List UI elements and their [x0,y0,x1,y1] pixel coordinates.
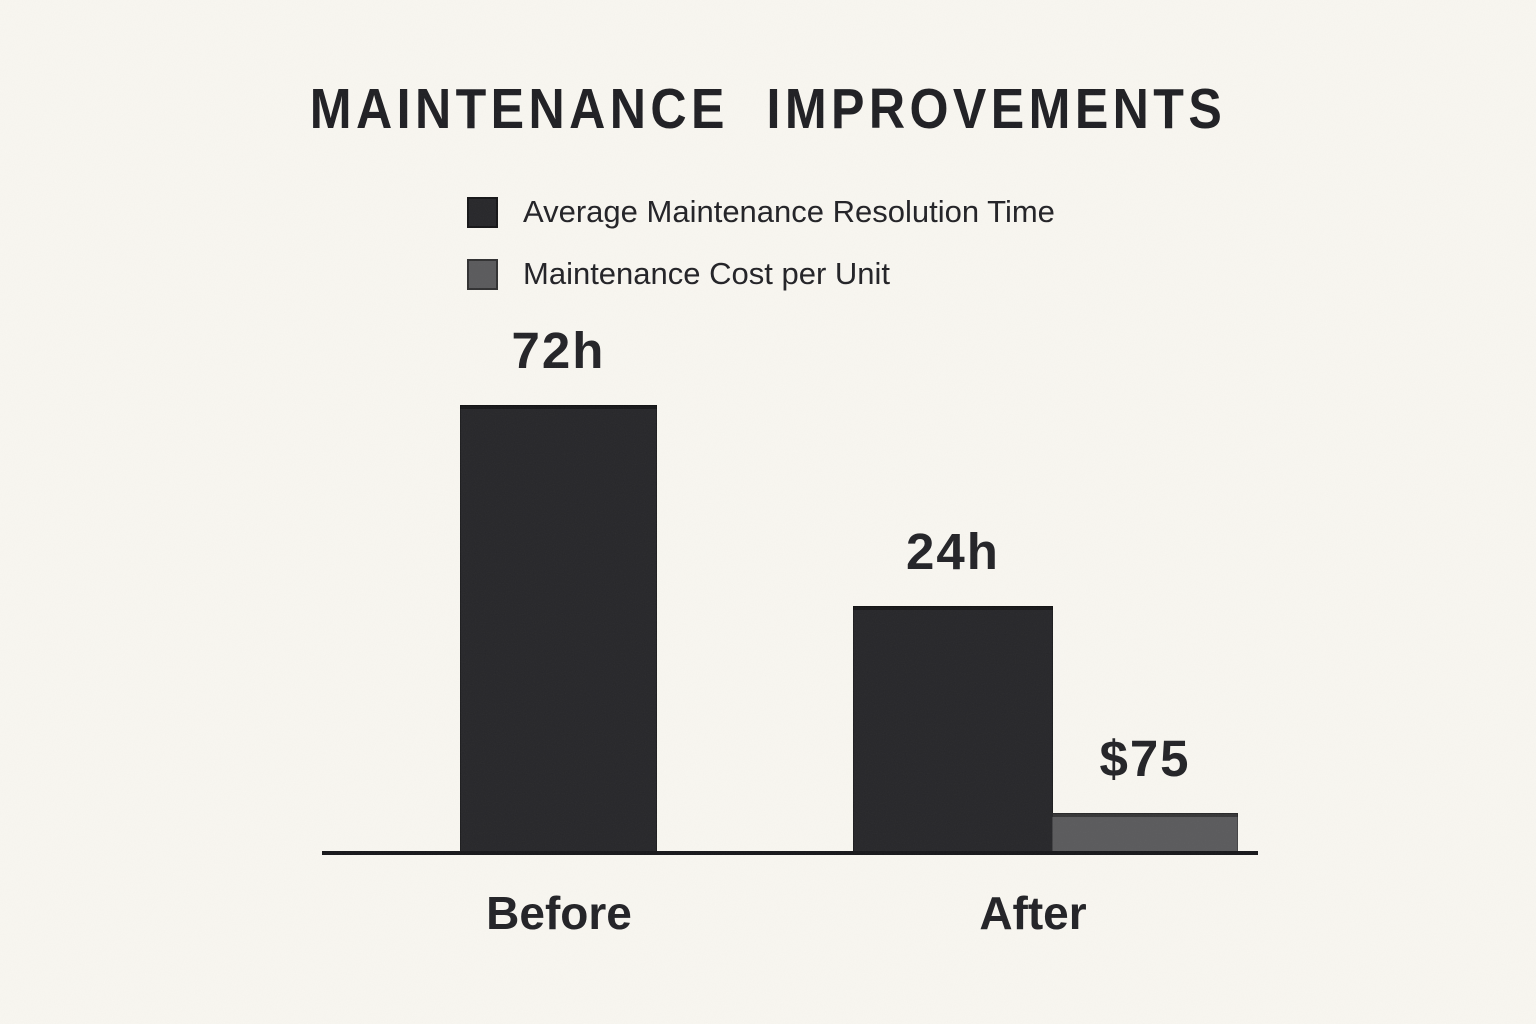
legend-label-cost-per-unit: Maintenance Cost per Unit [523,256,891,291]
bar-after-cost-per-unit [1052,813,1238,852]
value-label-72h: 72h [511,322,606,379]
chart-title: MAINTENANCE IMPROVEMENTS [309,77,1227,141]
category-label-before: Before [486,887,632,939]
bar-before-resolution-time [460,405,657,852]
legend-label-resolution-time: Average Maintenance Resolution Time [523,194,1055,229]
category-label-after: After [979,887,1087,939]
x-axis-line [322,851,1258,855]
legend-swatch-gray-icon [467,258,498,290]
value-label-24h: 24h [906,523,1000,580]
legend: Average Maintenance Resolution Time Main… [467,194,1055,318]
legend-item-cost-per-unit: Maintenance Cost per Unit [467,256,1055,292]
legend-swatch-dark-icon [467,196,498,228]
legend-item-resolution-time: Average Maintenance Resolution Time [467,194,1055,230]
value-label-75-dollars: $75 [1099,730,1191,787]
